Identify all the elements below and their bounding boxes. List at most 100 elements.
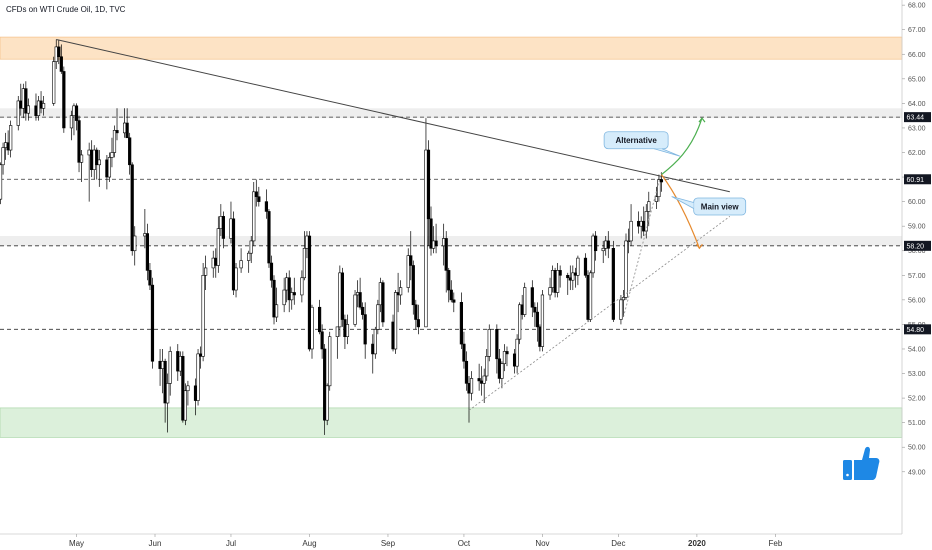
price-badge: 54.80 <box>904 324 931 335</box>
candle <box>77 115 81 173</box>
candle <box>198 346 203 369</box>
candle-up <box>548 287 552 296</box>
price-badge-label: 58.20 <box>907 243 925 250</box>
candle <box>1 142 5 175</box>
price-badge: 58.20 <box>904 240 931 251</box>
candle <box>548 277 552 300</box>
thumbs-up-icon <box>843 446 880 480</box>
candle-down <box>535 311 539 328</box>
candle <box>166 373 170 433</box>
candles <box>0 39 664 435</box>
y-tick-label: 51.00 <box>908 420 926 427</box>
candle <box>204 255 208 291</box>
candle-down <box>505 351 509 355</box>
candle <box>186 380 190 406</box>
candle-up <box>219 216 223 229</box>
candle-down <box>264 201 269 212</box>
callout-pointer <box>654 148 681 157</box>
candle-down <box>594 235 598 252</box>
candle <box>538 324 542 352</box>
candle-up <box>601 247 605 252</box>
callout-box <box>603 131 669 150</box>
candle <box>221 211 225 249</box>
candle-up <box>338 272 342 328</box>
candle <box>282 277 286 313</box>
candle-up <box>9 125 13 151</box>
candle <box>274 287 279 322</box>
candle-down <box>568 277 572 281</box>
candle <box>328 331 332 391</box>
candle <box>629 204 633 246</box>
candle <box>219 204 223 237</box>
candle <box>647 191 651 227</box>
candle-up <box>373 329 377 355</box>
trendlines <box>56 39 731 411</box>
candle-down <box>221 216 225 239</box>
candle <box>176 344 180 381</box>
candle-up <box>183 390 187 421</box>
candle-up <box>469 378 474 394</box>
candle <box>325 383 329 426</box>
candle <box>416 304 420 335</box>
x-tick-label: Nov <box>535 539 549 548</box>
callout-label: Main view <box>701 203 740 212</box>
candle-down <box>193 385 198 401</box>
candle-up <box>657 179 661 198</box>
candle-up <box>442 238 446 247</box>
candle-down <box>497 358 501 379</box>
candle <box>292 277 296 305</box>
y-tick-label: 67.00 <box>908 27 926 34</box>
y-tick-label: 54.00 <box>908 346 926 353</box>
candle <box>148 263 152 291</box>
candle <box>249 236 253 264</box>
candle-up <box>378 282 382 306</box>
candle <box>396 272 400 313</box>
candle-down <box>411 265 415 306</box>
y-ticks: 49.0050.0051.0052.0053.0054.0055.0056.00… <box>902 3 926 476</box>
candle <box>41 96 46 116</box>
candle-down <box>642 220 646 232</box>
candle-up <box>345 324 350 338</box>
candle <box>340 267 344 327</box>
candle-down <box>606 240 610 249</box>
candle <box>586 270 590 322</box>
candle <box>485 348 489 381</box>
candle-down <box>148 270 152 286</box>
candle <box>183 383 187 426</box>
candle <box>290 287 294 310</box>
candle <box>406 248 410 293</box>
candle <box>654 186 658 209</box>
candle-up <box>249 240 253 254</box>
candle-down <box>573 272 577 276</box>
candle <box>391 314 395 352</box>
candle <box>502 344 507 372</box>
candle <box>505 346 509 367</box>
candle <box>452 292 456 313</box>
candle-up <box>178 356 182 372</box>
candle <box>163 358 167 423</box>
y-tick-label: 52.00 <box>908 396 926 403</box>
candle <box>57 39 61 65</box>
candle-up <box>639 220 643 227</box>
candle <box>434 223 438 254</box>
candle <box>335 326 339 359</box>
candle-down <box>77 120 81 163</box>
candle-down <box>495 329 499 360</box>
candle <box>345 314 350 345</box>
candle-up <box>282 289 286 306</box>
candle-up <box>204 267 208 276</box>
candle-up <box>571 272 575 281</box>
candle <box>409 231 413 281</box>
candle-up <box>239 260 243 269</box>
candle-down <box>459 302 464 345</box>
candle-down <box>24 88 28 114</box>
candle <box>495 324 499 374</box>
candle-up <box>0 164 3 200</box>
candle-down <box>449 289 453 301</box>
candle-up <box>97 159 101 166</box>
candle <box>637 211 641 234</box>
candle <box>300 270 304 303</box>
callouts: Alternative Main view <box>603 131 747 216</box>
candle <box>158 348 162 386</box>
